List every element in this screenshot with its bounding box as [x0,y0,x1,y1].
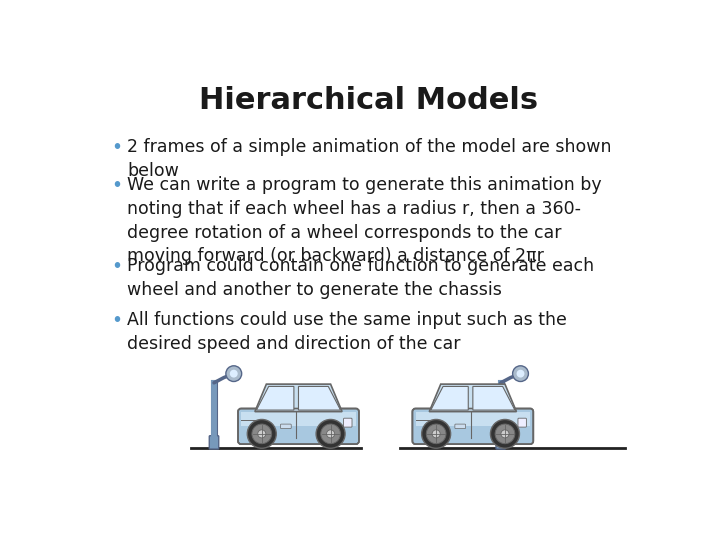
Circle shape [426,424,446,444]
Circle shape [252,424,271,444]
FancyBboxPatch shape [238,409,359,444]
FancyBboxPatch shape [496,436,505,449]
Text: •: • [112,311,123,330]
Polygon shape [299,387,341,410]
FancyBboxPatch shape [413,409,534,444]
Circle shape [258,430,266,438]
Text: •: • [112,257,123,276]
Polygon shape [255,384,342,411]
FancyBboxPatch shape [241,411,356,427]
Circle shape [432,430,440,438]
FancyBboxPatch shape [281,424,291,429]
Circle shape [320,424,341,444]
Circle shape [230,370,238,377]
Text: •: • [112,138,123,157]
Circle shape [490,420,519,448]
FancyBboxPatch shape [210,436,219,449]
Circle shape [495,424,515,444]
Circle shape [327,430,335,438]
Text: Program could contain one function to generate each
wheel and another to generat: Program could contain one function to ge… [127,257,594,299]
Circle shape [226,366,242,381]
FancyBboxPatch shape [415,411,530,427]
Polygon shape [429,384,516,411]
FancyBboxPatch shape [343,418,352,427]
FancyBboxPatch shape [518,418,526,427]
Polygon shape [431,387,468,410]
Text: All functions could use the same input such as the
desired speed and direction o: All functions could use the same input s… [127,311,567,353]
Circle shape [422,420,451,448]
Text: 2 frames of a simple animation of the model are shown
below: 2 frames of a simple animation of the mo… [127,138,612,180]
Polygon shape [473,387,515,410]
Text: We can write a program to generate this animation by
noting that if each wheel h: We can write a program to generate this … [127,177,602,265]
Circle shape [516,370,524,377]
Circle shape [501,430,509,438]
FancyBboxPatch shape [455,424,466,429]
Text: •: • [112,177,123,195]
Polygon shape [256,387,294,410]
Circle shape [513,366,528,381]
Circle shape [247,420,276,448]
Circle shape [316,420,345,448]
Text: Hierarchical Models: Hierarchical Models [199,86,539,116]
